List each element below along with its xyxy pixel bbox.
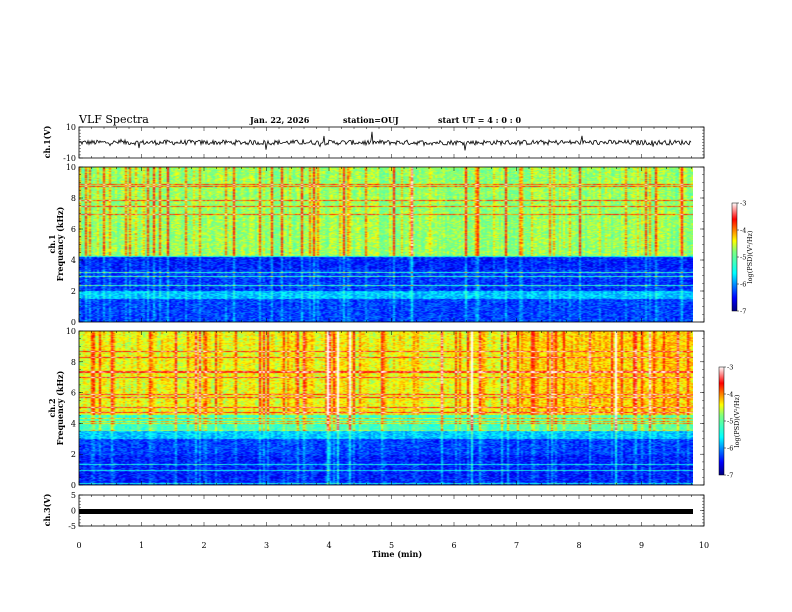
colorbar-tick-label: -7 (727, 472, 733, 480)
ch2-colorbar-ticks: -3 -4 -5 -6 -7 (724, 364, 733, 480)
time-axis-label: Time (min) (372, 549, 422, 559)
ch3-waveform-yticks: 5 0 -5 (68, 491, 704, 531)
colorbar-tick-label: -5 (727, 418, 733, 426)
x-tick-label: 8 (576, 541, 581, 550)
ch2-colorbar-gradient (719, 367, 724, 475)
x-tick-label: 0 (76, 541, 81, 550)
ch3-waveform-ylabel: ch.3(V) (42, 493, 52, 526)
x-tick-label: 6 (451, 541, 456, 550)
y-tick-label: 0 (71, 507, 76, 516)
y-tick-label: 4 (71, 256, 76, 265)
colorbar-tick-label: -5 (740, 254, 746, 262)
y-tick-label: 0 (71, 318, 76, 327)
colorbar-tick-label: -3 (727, 364, 733, 372)
y-tick-label: -10 (63, 154, 76, 163)
y-tick-label: 2 (71, 287, 76, 296)
ch1-waveform-line (78, 131, 692, 151)
y-tick-label: 10 (66, 327, 76, 336)
ch2-frequency-label: Frequency (kHz) (55, 370, 65, 445)
ch1-channel-label: ch.1 (47, 234, 57, 253)
x-tick-label: 4 (326, 541, 331, 550)
x-tick-label: 10 (699, 541, 709, 550)
time-axis-ticks: 0 1 2 3 4 5 6 7 8 9 10 (76, 127, 709, 550)
station-label: station=OUJ (343, 115, 399, 125)
y-tick-label: 2 (71, 450, 76, 459)
ch2-channel-label: ch.2 (47, 398, 57, 417)
ch2-spectrogram-image (79, 331, 693, 485)
colorbar-tick-label: -7 (740, 308, 746, 316)
ch1-waveform-yticks: 10 -10 (63, 123, 704, 163)
header: VLF Spectra Jan. 22, 2026 station=OUJ st… (78, 113, 521, 126)
y-tick-label: 10 (66, 163, 76, 172)
colorbar-tick-label: -4 (727, 391, 733, 399)
ch1-spectrogram-yticks: 0 2 4 6 8 10 (66, 163, 704, 327)
date-label: Jan. 22, 2026 (249, 115, 310, 125)
x-tick-label: 3 (264, 541, 269, 550)
x-tick-label: 1 (139, 541, 144, 550)
ch1-colorbar-label: log(PSD)(V²/Hz) (746, 230, 754, 283)
ch1-colorbar: -3 -4 -5 -6 -7 log(PSD)(V²/Hz) (731, 200, 754, 316)
ch2-colorbar: -3 -4 -5 -6 -7 log(PSD)(V²/Hz) (718, 364, 741, 480)
ch1-spectrogram-panel: 0 2 4 6 8 10 ch.1 Frequency (kHz) -3 -4 -5 -6 -7 … (47, 163, 754, 327)
figure-title: VLF Spectra (78, 113, 149, 126)
y-tick-label: 6 (71, 225, 76, 234)
y-tick-label: 8 (71, 358, 76, 367)
start-time-label: start UT = 4 : 0 : 0 (438, 115, 521, 125)
x-tick-label: 2 (201, 541, 206, 550)
ch1-waveform-ylabel: ch.1(V) (42, 125, 52, 158)
ch3-waveform-line (79, 509, 693, 514)
ch1-frequency-label: Frequency (kHz) (55, 206, 65, 281)
colorbar-tick-label: -3 (740, 200, 746, 208)
y-tick-label: 8 (71, 194, 76, 203)
y-tick-label: 5 (71, 491, 76, 500)
y-tick-label: 4 (71, 419, 76, 428)
x-tick-label: 9 (639, 541, 644, 550)
ch1-colorbar-ticks: -3 -4 -5 -6 -7 (737, 200, 746, 316)
y-tick-label: 6 (71, 389, 76, 398)
x-tick-label: 5 (389, 541, 394, 550)
ch1-spectrogram-image (79, 167, 693, 322)
y-tick-label: 10 (66, 123, 76, 132)
colorbar-tick-label: -6 (740, 281, 746, 289)
ch2-spectrogram-panel: 0 2 4 6 8 10 ch.2 Frequency (kHz) -3 -4 -5 -6 -7 … (47, 327, 741, 490)
y-tick-label: -5 (68, 522, 76, 531)
colorbar-tick-label: -4 (740, 227, 746, 235)
ch2-colorbar-label: log(PSD)(V²/Hz) (733, 394, 741, 447)
ch2-spectrogram-yticks: 0 2 4 6 8 10 (66, 327, 704, 490)
ch1-colorbar-gradient (732, 203, 737, 311)
y-tick-label: 0 (71, 481, 76, 490)
x-tick-label: 7 (514, 541, 519, 550)
colorbar-tick-label: -6 (727, 445, 733, 453)
